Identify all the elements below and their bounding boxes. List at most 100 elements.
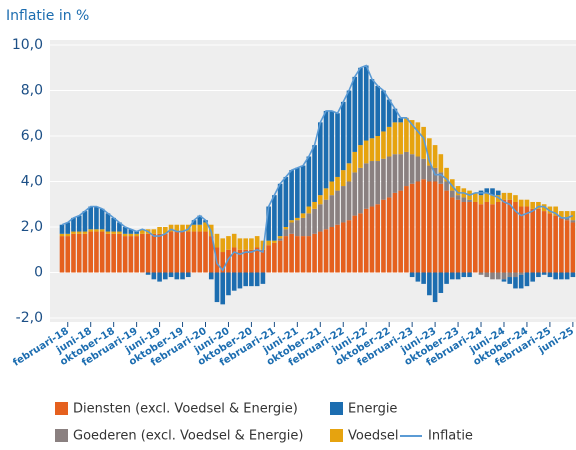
bar-segment: [105, 231, 111, 234]
bar-segment: [289, 222, 294, 234]
bar-segment: [295, 220, 300, 237]
bar-segment: [352, 76, 358, 152]
bar-segment: [404, 117, 409, 152]
bar-segment: [76, 215, 82, 232]
bar-segment: [541, 211, 547, 273]
bar-segment: [260, 240, 266, 250]
bar-segment: [455, 186, 461, 196]
bar-segment: [495, 272, 501, 280]
bar-segment: [226, 236, 231, 250]
bar-segment: [174, 231, 180, 273]
bar-segment: [335, 113, 340, 177]
bar-segment: [490, 195, 495, 205]
bar-segment: [570, 220, 576, 223]
bar-segment: [404, 151, 409, 187]
bar-segment: [507, 192, 513, 200]
bar-segment: [140, 229, 145, 234]
bar-segment: [455, 195, 461, 200]
bar-segment: [398, 190, 403, 273]
bar-segment: [99, 229, 105, 232]
y-tick-label: 4,0: [21, 174, 43, 190]
bar-segment: [300, 165, 306, 214]
bar-segment: [358, 167, 363, 214]
bar-segment: [272, 195, 277, 241]
bar-segment: [386, 156, 392, 198]
bar-segment: [145, 233, 151, 273]
bar-segment: [300, 217, 306, 237]
bar-segment: [191, 220, 197, 225]
bar-segment: [432, 272, 438, 303]
bar-segment: [484, 201, 490, 273]
bar-segment: [478, 272, 484, 275]
y-tick-label: 8,0: [21, 83, 43, 99]
bar-segment: [409, 183, 415, 273]
bar-segment: [530, 201, 535, 209]
bar-segment: [105, 213, 111, 232]
bar-segment: [323, 188, 329, 200]
bar-segment: [82, 211, 88, 232]
bar-segment: [318, 204, 323, 232]
bar-segment: [260, 249, 266, 273]
bar-segment: [208, 272, 214, 280]
bar-segment: [358, 67, 363, 146]
bar-segment: [174, 224, 180, 232]
bar-segment: [553, 206, 558, 216]
bar-segment: [450, 272, 455, 280]
legend-label: Energie: [348, 402, 397, 417]
bar-segment: [363, 140, 369, 164]
bar-segment: [381, 90, 386, 132]
bar-segment: [484, 188, 490, 193]
bar-segment: [507, 199, 513, 273]
bar-segment: [128, 229, 134, 234]
bar-segment: [329, 110, 335, 182]
bar-segment: [335, 224, 340, 273]
bar-segment: [318, 122, 323, 196]
bar-segment: [507, 272, 513, 278]
bar-segment: [375, 85, 380, 136]
legend-swatch: [330, 402, 343, 415]
y-tick-label: -2,0: [16, 310, 43, 326]
bar-segment: [237, 238, 243, 250]
bar-segment: [300, 213, 306, 218]
chart-title: Inflatie in %: [6, 8, 89, 24]
bar-segment: [513, 272, 518, 278]
bar-segment: [495, 190, 501, 196]
bar-segment: [254, 236, 260, 248]
bar-segment: [427, 181, 432, 273]
bar-segment: [243, 272, 248, 287]
bar-segment: [266, 206, 271, 241]
bar-segment: [151, 229, 157, 234]
bar-segment: [312, 201, 317, 209]
bar-segment: [427, 138, 432, 166]
bar-segment: [438, 272, 444, 293]
bar-segment: [409, 154, 415, 184]
bar-segment: [99, 231, 105, 273]
bar-segment: [415, 181, 421, 273]
y-tick-label: 10,0: [12, 37, 43, 53]
bar-segment: [507, 277, 513, 284]
bar-segment: [421, 272, 426, 284]
bar-segment: [318, 195, 323, 205]
legend-swatch: [55, 429, 68, 442]
bar-segment: [249, 272, 254, 287]
bar-segment: [547, 213, 553, 273]
bar-segment: [59, 224, 65, 234]
bar-segment: [220, 252, 226, 273]
bar-segment: [484, 192, 490, 202]
bar-segment: [467, 201, 472, 273]
bar-segment: [375, 204, 380, 273]
bar-segment: [220, 272, 226, 305]
bar-segment: [513, 277, 518, 289]
legend-label: Inflatie: [428, 429, 473, 444]
bar-segment: [421, 126, 426, 159]
bar-segment: [432, 181, 438, 273]
bar-segment: [128, 236, 134, 273]
bar-segment: [140, 233, 145, 273]
bar-segment: [289, 170, 294, 221]
legend-swatch: [330, 429, 343, 442]
bar-segment: [369, 206, 375, 273]
bar-segment: [249, 238, 254, 250]
bar-segment: [559, 272, 564, 280]
